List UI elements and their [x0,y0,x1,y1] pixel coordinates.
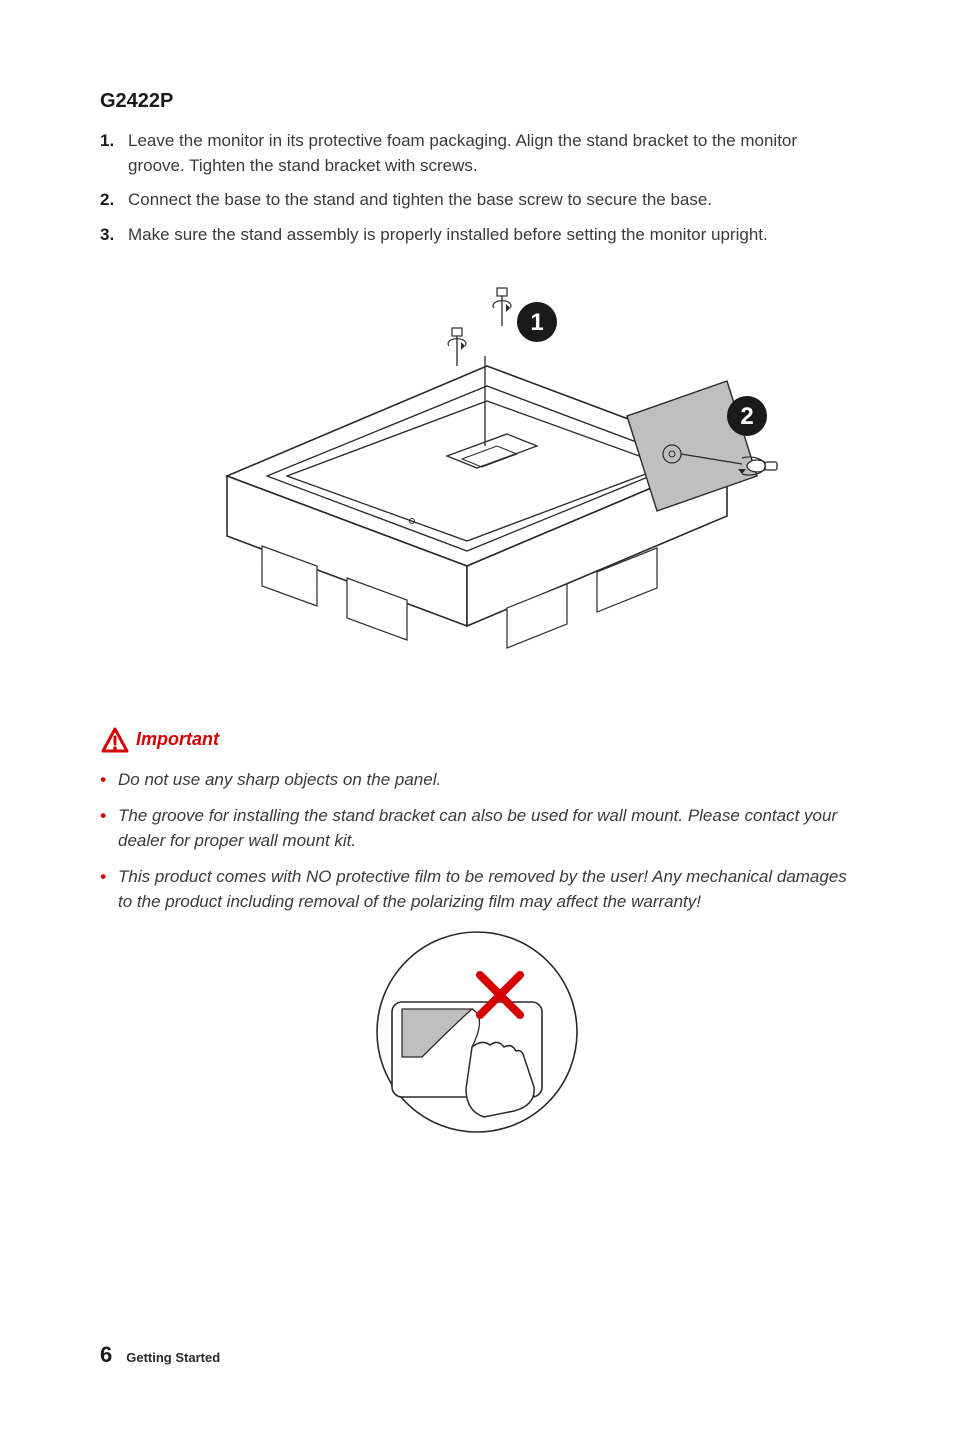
important-bullet: • This product comes with NO protective … [100,865,854,914]
important-header: Important [100,726,854,754]
bullet-text: Do not use any sharp objects on the pane… [118,768,441,793]
important-bullet: • The groove for installing the stand br… [100,804,854,853]
svg-text:2: 2 [740,403,753,430]
bullet-dot: • [100,865,118,914]
warning-icon [100,726,130,754]
no-film-figure [100,927,854,1137]
assembly-svg: 1 2 [167,266,787,666]
bullet-dot: • [100,804,118,853]
instruction-list: 1. Leave the monitor in its protective f… [100,129,854,248]
manual-page: G2422P 1. Leave the monitor in its prote… [0,0,954,1432]
important-label: Important [136,729,219,750]
important-bullet: • Do not use any sharp objects on the pa… [100,768,854,793]
callout-2: 2 [727,396,767,436]
step-text: Leave the monitor in its protective foam… [128,129,854,178]
step-number: 3. [100,223,128,248]
instruction-step: 2. Connect the base to the stand and tig… [100,188,854,213]
page-footer: 6 Getting Started [100,1342,220,1368]
callout-1: 1 [517,302,557,342]
page-number: 6 [100,1342,112,1368]
section-title: Getting Started [126,1350,220,1365]
instruction-step: 3. Make sure the stand assembly is prope… [100,223,854,248]
important-list: • Do not use any sharp objects on the pa… [100,768,854,915]
svg-text:1: 1 [530,309,543,336]
model-heading: G2422P [100,90,854,113]
instruction-step: 1. Leave the monitor in its protective f… [100,129,854,178]
step-number: 1. [100,129,128,178]
assembly-diagram: 1 2 [100,266,854,666]
bullet-text: This product comes with NO protective fi… [118,865,854,914]
step-number: 2. [100,188,128,213]
step-text: Connect the base to the stand and tighte… [128,188,712,213]
step-text: Make sure the stand assembly is properly… [128,223,768,248]
bullet-text: The groove for installing the stand brac… [118,804,854,853]
no-film-svg [352,927,602,1137]
bullet-dot: • [100,768,118,793]
